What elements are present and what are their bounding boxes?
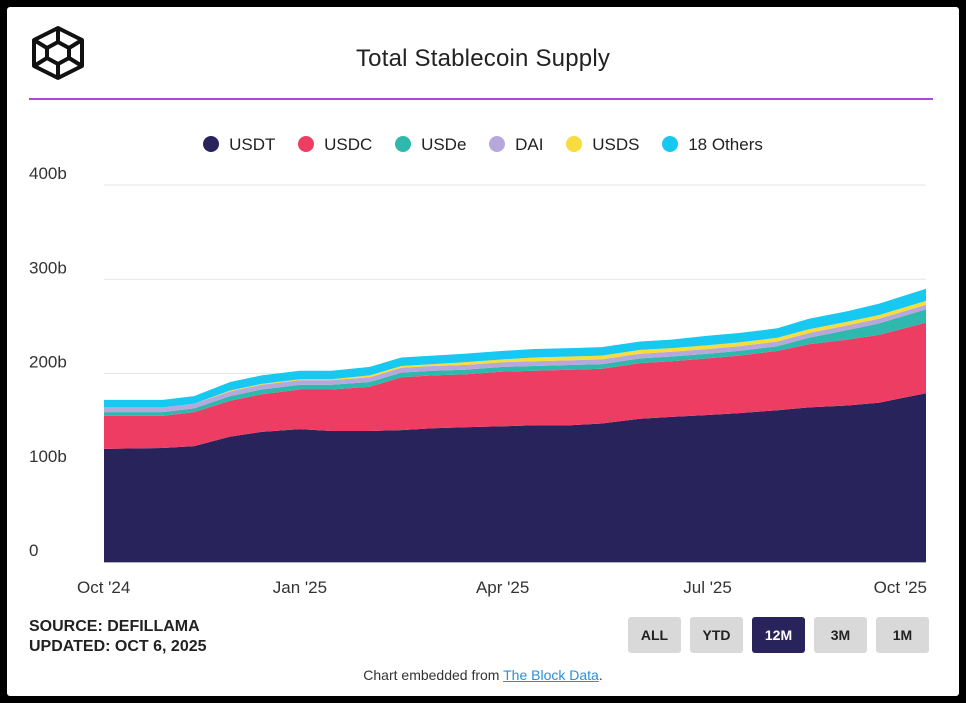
source-line: SOURCE: DEFILLAMA — [29, 618, 200, 635]
series-areas — [104, 288, 926, 562]
embed-credit: Chart embedded from The Block Data. — [7, 667, 959, 683]
legend-swatch — [395, 136, 412, 152]
legend-label: USDe — [421, 135, 467, 154]
title-divider — [29, 98, 933, 100]
legend-item-usdc[interactable]: USDC — [298, 135, 372, 155]
y-tick-label: 400b — [29, 164, 67, 183]
x-tick-label: Apr '25 — [476, 578, 529, 597]
legend-swatch — [489, 136, 506, 152]
legend-label: USDT — [229, 135, 276, 154]
embed-suffix: . — [598, 667, 603, 683]
legend-swatch — [566, 136, 583, 152]
x-tick-label: Jul '25 — [683, 578, 732, 597]
chart-legend: USDT USDC USDe DAI USDS 18 Others — [7, 135, 959, 155]
y-tick-label: 0 — [29, 541, 38, 560]
y-tick-label: 100b — [29, 447, 67, 466]
legend-label: USDS — [592, 135, 640, 154]
y-tick-label: 300b — [29, 258, 67, 277]
chart-title: Total Stablecoin Supply — [355, 45, 611, 72]
range-button-12m[interactable]: 12M — [752, 617, 805, 653]
legend-item-others[interactable]: 18 Others — [662, 135, 763, 155]
stacked-area-chart[interactable]: 0 100b 200b 300b 400b Oct '24 Jan '25 Apr '25 J… — [7, 7, 959, 607]
range-button-1m[interactable]: 1M — [876, 617, 929, 653]
embed-prefix: Chart embedded from — [363, 667, 504, 683]
x-axis-ticks: Oct '24 Jan '25 Apr '25 Jul '25 Oct '25 — [77, 578, 927, 597]
legend-swatch — [203, 136, 220, 152]
source-info: SOURCE: DEFILLAMA UPDATED: OCT 6, 2025 — [29, 617, 207, 657]
area-usdc[interactable] — [104, 322, 926, 449]
y-tick-label: 200b — [29, 353, 67, 372]
legend-swatch — [298, 136, 315, 152]
updated-line: UPDATED: OCT 6, 2025 — [29, 638, 207, 655]
range-button-ytd[interactable]: YTD — [690, 617, 743, 653]
range-button-3m[interactable]: 3M — [814, 617, 867, 653]
chart-card: Total Stablecoin Supply USDT USDC USDe D… — [7, 7, 959, 696]
y-axis-ticks: 0 100b 200b 300b 400b — [29, 164, 67, 560]
the-block-cube-logo-icon[interactable] — [29, 24, 87, 82]
legend-item-usde[interactable]: USDe — [395, 135, 466, 155]
the-block-data-link[interactable]: The Block Data — [503, 667, 599, 683]
x-tick-label: Oct '24 — [77, 578, 130, 597]
legend-label: 18 Others — [688, 135, 763, 154]
legend-item-usds[interactable]: USDS — [566, 135, 639, 155]
legend-label: USDC — [324, 135, 373, 154]
area-18-others[interactable] — [104, 288, 926, 408]
area-usdt[interactable] — [104, 393, 926, 562]
x-tick-label: Jan '25 — [273, 578, 327, 597]
range-button-all[interactable]: ALL — [628, 617, 681, 653]
legend-item-dai[interactable]: DAI — [489, 135, 544, 155]
legend-swatch — [662, 136, 679, 152]
x-tick-label: Oct '25 — [874, 578, 927, 597]
legend-label: DAI — [515, 135, 544, 154]
legend-item-usdt[interactable]: USDT — [203, 135, 275, 155]
area-usde[interactable] — [104, 309, 926, 416]
